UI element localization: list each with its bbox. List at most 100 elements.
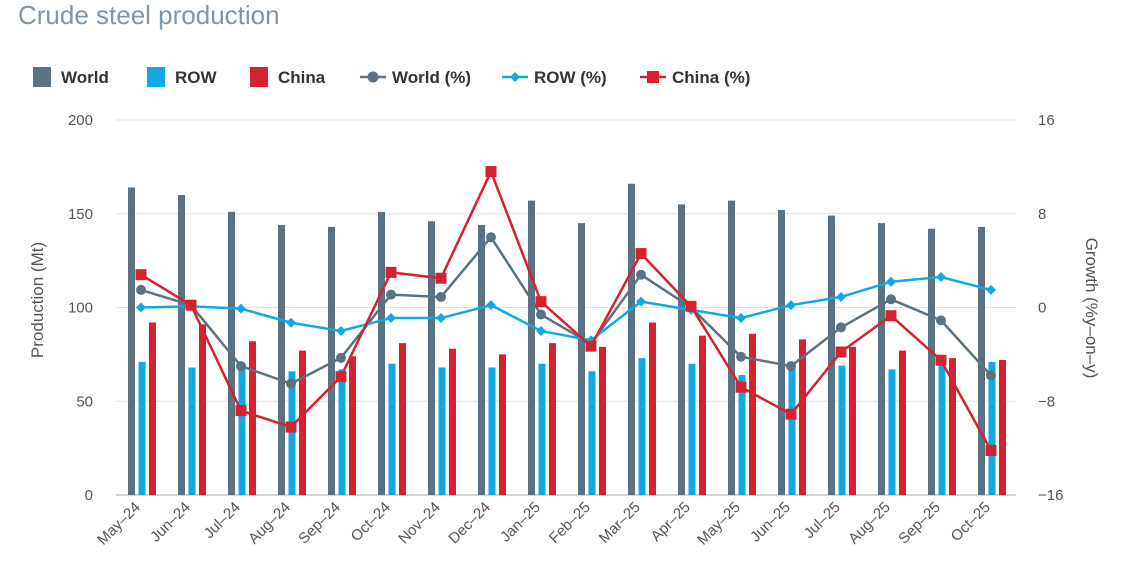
legend-marker-circle xyxy=(367,71,379,83)
bar-china xyxy=(999,360,1006,495)
point-china-pct xyxy=(335,371,347,383)
x-tick-label: May–24 xyxy=(94,499,144,549)
point-china-pct xyxy=(635,248,647,260)
x-tick-label: Jul–25 xyxy=(801,499,844,542)
point-china-pct xyxy=(935,354,947,366)
point-row-pct xyxy=(436,313,446,324)
y-tick-label: 200 xyxy=(68,112,93,129)
bar-china xyxy=(749,333,756,495)
bar-world xyxy=(128,187,135,495)
point-row-pct xyxy=(786,300,796,311)
point-china-pct xyxy=(685,300,697,312)
point-china-pct xyxy=(585,340,597,352)
legend-label: ROW (%) xyxy=(534,68,607,87)
bar-world xyxy=(478,225,485,495)
bar-china xyxy=(899,350,906,495)
bar-world xyxy=(878,223,885,495)
legend-label: World (%) xyxy=(392,68,471,87)
bar-row xyxy=(638,358,646,495)
point-china-pct xyxy=(235,405,247,417)
point-world-pct xyxy=(386,289,396,300)
line-row-pct xyxy=(140,275,992,342)
legend-label: World xyxy=(61,68,109,87)
bar-world xyxy=(778,210,785,495)
x-tick-label: Mar–25 xyxy=(596,499,644,547)
point-china-pct xyxy=(785,408,797,420)
point-world-pct xyxy=(636,269,646,280)
bar-world xyxy=(928,228,935,495)
bar-series xyxy=(128,183,1006,495)
point-world-pct xyxy=(486,232,496,243)
point-world-pct xyxy=(936,315,946,326)
point-world-pct xyxy=(136,284,146,295)
y2-tick-label: −8 xyxy=(1038,393,1055,410)
y-axis-title: Production (Mt) xyxy=(28,242,47,358)
point-china-pct xyxy=(735,381,747,393)
bar-world xyxy=(328,226,335,495)
bar-china xyxy=(449,348,456,495)
point-row-pct xyxy=(486,300,496,311)
point-row-pct xyxy=(736,313,746,324)
point-china-pct xyxy=(535,296,547,308)
legend-label: China (%) xyxy=(672,68,750,87)
line-china-pct xyxy=(140,170,993,452)
legend-swatch-row xyxy=(147,67,165,87)
point-row-pct xyxy=(886,276,896,287)
bar-world xyxy=(578,223,585,495)
bar-world xyxy=(428,221,435,495)
point-row-pct xyxy=(986,284,996,295)
x-tick-label: Oct–25 xyxy=(948,499,994,545)
point-world-pct xyxy=(736,351,746,362)
x-tick-label: Nov–24 xyxy=(395,499,444,548)
bar-china xyxy=(499,354,506,495)
y-tick-label: 150 xyxy=(68,206,93,223)
bar-row xyxy=(188,367,196,495)
point-world-pct xyxy=(236,361,246,372)
y-tick-label: 100 xyxy=(68,300,93,317)
legend-swatch-china xyxy=(250,67,268,87)
bar-row xyxy=(238,365,246,495)
legend-marker-square xyxy=(647,71,659,83)
x-tick-label: Aug–25 xyxy=(845,499,894,548)
gridlines xyxy=(116,119,1016,496)
bar-china xyxy=(699,335,706,495)
bar-world xyxy=(278,225,285,495)
point-world-pct xyxy=(986,370,996,381)
x-tick-label: Jul–24 xyxy=(201,499,244,542)
bar-china xyxy=(349,356,356,495)
legend-swatch-world xyxy=(33,67,51,87)
point-world-pct xyxy=(886,294,896,305)
bar-row xyxy=(338,369,346,495)
bar-row xyxy=(888,369,896,495)
bar-row xyxy=(288,371,296,495)
point-row-pct xyxy=(936,272,946,283)
bar-china xyxy=(599,346,606,495)
point-china-pct xyxy=(435,272,447,284)
bar-row xyxy=(938,363,946,495)
bar-world xyxy=(378,211,385,495)
x-tick-label: Sep–25 xyxy=(895,499,944,548)
y-tick-label: 0 xyxy=(85,487,93,504)
point-world-pct xyxy=(336,352,346,363)
point-china-pct xyxy=(485,166,497,178)
legend-label: ROW xyxy=(175,68,218,87)
point-row-pct xyxy=(286,317,296,328)
y-tick-label: 50 xyxy=(76,393,93,410)
point-china-pct xyxy=(185,299,197,311)
point-world-pct xyxy=(536,309,546,320)
x-tick-label: Jan–25 xyxy=(497,499,544,546)
y2-axis-title: Growth (%y–on–y) xyxy=(1082,238,1101,379)
x-tick-label: Jun–25 xyxy=(747,499,794,546)
bar-china xyxy=(649,322,656,495)
bar-row xyxy=(388,363,396,495)
bar-row xyxy=(988,361,996,495)
point-china-pct xyxy=(135,269,147,281)
y2-tick-label: 8 xyxy=(1038,206,1046,223)
y2-tick-label: 0 xyxy=(1038,300,1046,317)
point-world-pct xyxy=(786,361,796,372)
bar-world xyxy=(628,183,635,495)
point-china-pct xyxy=(885,310,897,322)
y2-tick-label: −16 xyxy=(1038,487,1063,504)
bar-china xyxy=(299,350,306,495)
